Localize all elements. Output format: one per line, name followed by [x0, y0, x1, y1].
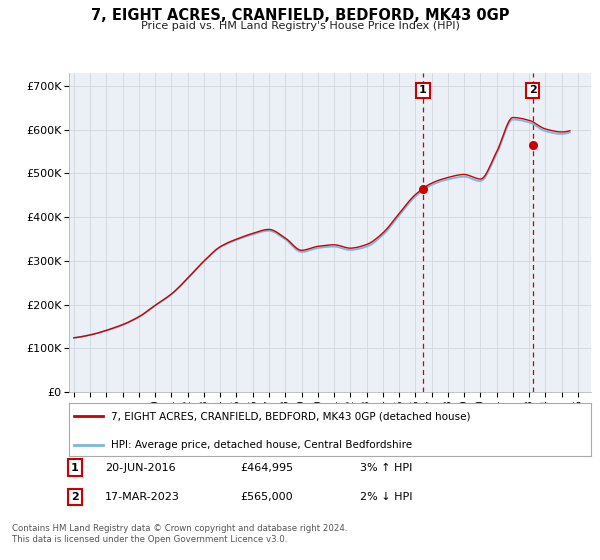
- Text: £565,000: £565,000: [240, 492, 293, 502]
- Text: 7, EIGHT ACRES, CRANFIELD, BEDFORD, MK43 0GP: 7, EIGHT ACRES, CRANFIELD, BEDFORD, MK43…: [91, 8, 509, 24]
- Text: 2: 2: [71, 492, 79, 502]
- Text: HPI: Average price, detached house, Central Bedfordshire: HPI: Average price, detached house, Cent…: [111, 440, 412, 450]
- Text: 2: 2: [529, 85, 536, 95]
- Text: This data is licensed under the Open Government Licence v3.0.: This data is licensed under the Open Gov…: [12, 535, 287, 544]
- Text: 1: 1: [419, 85, 427, 95]
- Text: 2% ↓ HPI: 2% ↓ HPI: [360, 492, 413, 502]
- Text: £464,995: £464,995: [240, 463, 293, 473]
- Text: 3% ↑ HPI: 3% ↑ HPI: [360, 463, 412, 473]
- Text: Price paid vs. HM Land Registry's House Price Index (HPI): Price paid vs. HM Land Registry's House …: [140, 21, 460, 31]
- Text: 17-MAR-2023: 17-MAR-2023: [105, 492, 180, 502]
- Text: 20-JUN-2016: 20-JUN-2016: [105, 463, 176, 473]
- Text: Contains HM Land Registry data © Crown copyright and database right 2024.: Contains HM Land Registry data © Crown c…: [12, 524, 347, 533]
- Text: 1: 1: [71, 463, 79, 473]
- Text: 7, EIGHT ACRES, CRANFIELD, BEDFORD, MK43 0GP (detached house): 7, EIGHT ACRES, CRANFIELD, BEDFORD, MK43…: [111, 412, 470, 422]
